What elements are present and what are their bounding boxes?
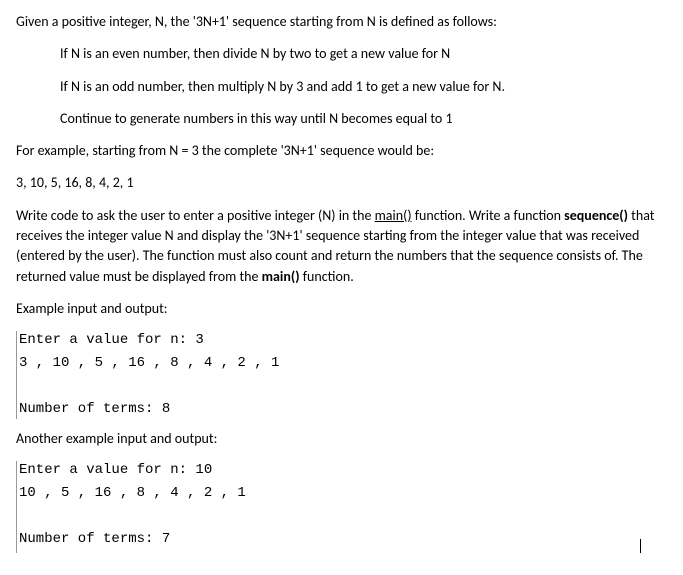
rule-odd: If N is an odd number, then multiply N b… (16, 77, 667, 97)
sequence-function-ref: sequence() (564, 207, 628, 224)
text-cursor (640, 539, 641, 553)
io-terms: Number of terms: 8 (19, 400, 667, 419)
main-function-ref: main() (375, 207, 412, 224)
task-text: Write code to ask the user to enter a po… (16, 207, 375, 224)
io-prompt: Enter a value for n: 10 (19, 461, 667, 480)
io-sequence: 10 , 5 , 16 , 8 , 4 , 2 , 1 (19, 484, 667, 503)
rule-even: If N is an even number, then divide N by… (16, 44, 667, 64)
task-text: function. Write a function (412, 207, 565, 224)
main-function-ref: main() (262, 268, 300, 285)
io-blank (19, 507, 667, 526)
task-text: function. (300, 268, 354, 285)
intro-text: Given a positive integer, N, the '3N+1' … (16, 12, 667, 32)
example-io-1: Enter a value for n: 3 3 , 10 , 5 , 16 ,… (16, 331, 667, 419)
task-description: Write code to ask the user to enter a po… (16, 206, 667, 287)
example-io-2: Enter a value for n: 10 10 , 5 , 16 , 8 … (16, 461, 667, 553)
example-intro: For example, starting from N = 3 the com… (16, 141, 667, 161)
io-terms: Number of terms: 7 (19, 530, 170, 549)
example-io-label-2: Another example input and output: (16, 429, 667, 449)
io-sequence: 3 , 10 , 5 , 16 , 8 , 4 , 2 , 1 (19, 354, 667, 373)
io-prompt: Enter a value for n: 3 (19, 331, 667, 350)
rule-continue: Continue to generate numbers in this way… (16, 109, 667, 129)
example-io-label-1: Example input and output: (16, 299, 667, 319)
example-sequence: 3, 10, 5, 16, 8, 4, 2, 1 (16, 173, 667, 193)
io-blank (19, 377, 667, 396)
